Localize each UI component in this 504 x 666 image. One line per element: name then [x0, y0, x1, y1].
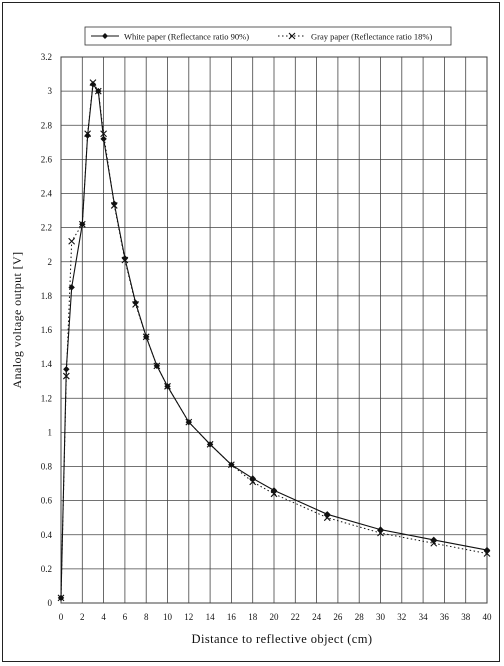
y-tick-label: 2.6 — [41, 154, 53, 164]
x-marker — [68, 237, 76, 245]
diamond-marker — [377, 526, 384, 533]
x-tick-label: 14 — [206, 612, 216, 622]
diamond-marker — [100, 135, 107, 143]
diamond-marker — [430, 536, 437, 544]
x-tick-label: 2 — [80, 612, 85, 622]
diamond-marker — [324, 511, 331, 518]
legend-diamond-marker — [102, 33, 108, 39]
x-marker — [84, 130, 92, 138]
x-tick-labels: 0 2 4 6 8 10 12 14 16 18 20 22 24 26 28 30 32 34 36 38 40 — [59, 612, 492, 622]
x-tick-label: 8 — [144, 612, 149, 622]
x-tick-label: 24 — [312, 612, 322, 622]
x-tick-label: 18 — [248, 612, 258, 622]
y-tick-label: 1.6 — [41, 325, 53, 335]
x-tick-label: 6 — [123, 612, 128, 622]
y-tick-label: 2.4 — [41, 189, 53, 199]
x-marker — [121, 256, 129, 264]
x-marker — [270, 490, 278, 498]
y-tick-label: 2 — [48, 257, 53, 267]
x-tick-label: 32 — [397, 612, 406, 622]
x-marker — [483, 550, 491, 557]
diamond-marker — [111, 200, 118, 207]
series-layer — [57, 79, 491, 602]
x-tick-label: 16 — [227, 612, 237, 622]
y-tick-labels: 0 0.2 0.4 0.6 0.8 1 1.2 1.4 1.6 1.8 2 2.2 2.4 2.6 2.8 3… — [41, 52, 53, 608]
x-tick-label: 34 — [419, 612, 429, 622]
x-marker — [249, 478, 257, 486]
x-tick-label: 28 — [355, 612, 365, 622]
x-marker — [57, 594, 65, 602]
chart-frame: White paper (Reflectance ratio 90%) Gray … — [2, 2, 500, 662]
x-marker — [132, 301, 139, 308]
x-marker — [62, 372, 70, 380]
x-tick-label: 40 — [483, 612, 493, 622]
y-tick-label: 1.2 — [41, 393, 52, 403]
x-marker — [164, 382, 171, 390]
x-axis-label: Distance to reflective object (cm) — [192, 632, 373, 646]
x-marker — [142, 333, 150, 341]
x-marker — [153, 362, 161, 370]
x-tick-label: 0 — [59, 612, 64, 622]
legend: White paper (Reflectance ratio 90%) Gray … — [84, 26, 452, 46]
x-marker — [78, 220, 86, 228]
y-tick-label: 0.6 — [41, 496, 53, 506]
diamond-marker — [84, 132, 91, 139]
y-axis-label: Analog voltage output [V] — [10, 252, 24, 389]
y-tick-label: 0 — [48, 598, 53, 608]
y-tick-label: 3 — [48, 86, 53, 96]
x-marker — [323, 514, 331, 522]
series-line-2 — [60, 81, 488, 598]
x-marker — [89, 79, 97, 86]
legend-label: White paper (Reflectance ratio 90%) — [124, 32, 249, 42]
x-marker — [94, 87, 102, 95]
line-chart: White paper (Reflectance ratio 90%) Gray … — [10, 26, 492, 646]
x-tick-label: 4 — [101, 612, 106, 622]
x-marker — [228, 461, 235, 469]
x-tick-label: 12 — [184, 612, 193, 622]
x-tick-label: 26 — [333, 612, 343, 622]
diamond-marker — [68, 284, 75, 291]
x-marker — [100, 130, 107, 138]
y-tick-label: 2.2 — [41, 223, 52, 233]
x-tick-label: 20 — [270, 612, 280, 622]
x-tick-label: 22 — [291, 612, 300, 622]
x-tick-label: 36 — [440, 612, 450, 622]
y-tick-label: 3.2 — [41, 52, 52, 62]
x-marker — [110, 202, 118, 209]
x-marker — [430, 539, 438, 547]
diamond-marker — [132, 299, 139, 306]
legend-x-marker — [288, 32, 296, 40]
y-tick-label: 0.4 — [41, 530, 53, 540]
y-tick-label: 0.8 — [41, 462, 53, 472]
x-marker — [185, 418, 193, 426]
grid-lines — [60, 56, 488, 604]
y-tick-label: 0.2 — [41, 564, 52, 574]
y-tick-label: 1.8 — [41, 291, 53, 301]
x-marker — [377, 529, 384, 537]
y-tick-label: 1 — [48, 427, 53, 437]
y-tick-label: 2.8 — [41, 120, 53, 130]
legend-box — [84, 26, 452, 46]
x-tick-label: 30 — [376, 612, 386, 622]
y-tick-label: 1.4 — [41, 359, 53, 369]
legend-label: Gray paper (Reflectance ratio 18%) — [311, 32, 432, 42]
x-tick-label: 38 — [461, 612, 471, 622]
diamond-marker — [483, 546, 491, 554]
x-tick-label: 10 — [163, 612, 173, 622]
x-marker — [206, 440, 214, 448]
